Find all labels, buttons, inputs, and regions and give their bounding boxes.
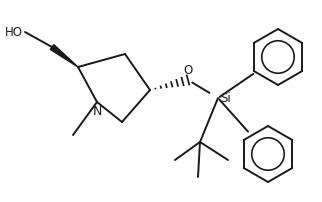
- Text: O: O: [183, 64, 193, 77]
- Polygon shape: [50, 45, 78, 68]
- Text: HO: HO: [5, 26, 23, 39]
- Text: Si: Si: [220, 92, 231, 105]
- Text: N: N: [92, 104, 102, 117]
